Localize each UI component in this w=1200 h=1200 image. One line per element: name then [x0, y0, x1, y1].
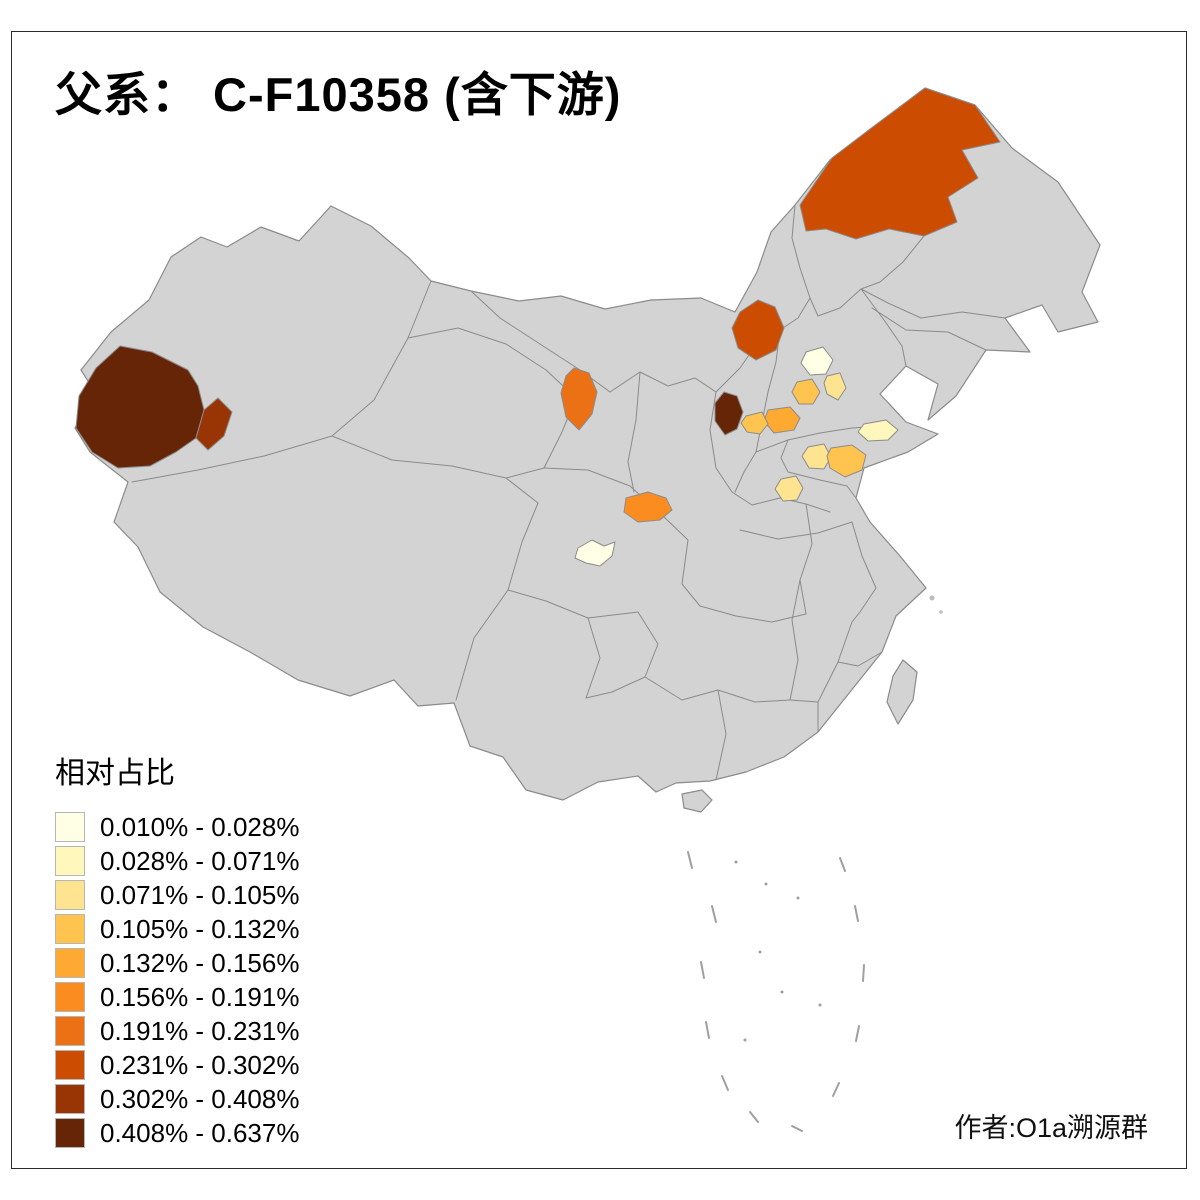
legend-swatch — [55, 880, 85, 910]
legend-item: 0.071% - 0.105% — [55, 878, 299, 912]
region-west-shandong — [801, 443, 832, 470]
hainan-island — [681, 789, 713, 813]
map-layers — [74, 87, 1101, 1132]
legend-item: 0.156% - 0.191% — [55, 980, 299, 1014]
region-ningxia — [560, 367, 598, 431]
region-central-inner-mongolia — [731, 299, 785, 361]
region-southwest-hebei — [740, 411, 769, 435]
legend-swatch — [55, 1118, 85, 1148]
legend-label: 0.028% - 0.071% — [100, 846, 300, 876]
region-north-henan — [774, 475, 804, 502]
legend-item: 0.028% - 0.071% — [55, 844, 299, 878]
legend-title: 相对占比 — [55, 757, 175, 790]
legend-label: 0.302% - 0.408% — [100, 1084, 300, 1114]
legend-item: 0.105% - 0.132% — [55, 912, 299, 946]
legend-swatch — [55, 982, 85, 1012]
taiwan-island — [886, 659, 918, 725]
legend-item: 0.132% - 0.156% — [55, 946, 299, 980]
legend-swatch — [55, 1016, 85, 1046]
region-south-shaanxi — [623, 491, 673, 523]
legend-swatch — [55, 812, 85, 842]
legend-label: 0.010% - 0.028% — [100, 812, 300, 842]
legend-label: 0.191% - 0.231% — [100, 1016, 300, 1046]
legend-swatch — [55, 1084, 85, 1114]
legend-label: 0.071% - 0.105% — [100, 880, 300, 910]
legend-swatch — [55, 1050, 85, 1080]
region-southwest-xinjiang-east — [195, 397, 233, 451]
author-credit: 作者:O1a溯源群 — [954, 1113, 1148, 1143]
legend-label: 0.156% - 0.191% — [100, 982, 300, 1012]
region-central-shanxi — [714, 391, 744, 436]
legend-item: 0.010% - 0.028% — [55, 810, 299, 844]
legend-swatch — [55, 846, 85, 876]
south-china-sea-dashes — [687, 851, 865, 1132]
coastal-islet — [929, 595, 935, 601]
legend-label: 0.105% - 0.132% — [100, 914, 300, 944]
coastal-islet — [939, 610, 943, 614]
region-central-shandong — [826, 444, 867, 478]
legend-label: 0.231% - 0.302% — [100, 1050, 300, 1080]
legend: 相对占比 0.010% - 0.028% 0.028% - 0.071% 0.0… — [55, 748, 299, 1150]
region-tianjin — [823, 372, 847, 401]
legend-swatch — [55, 914, 85, 944]
highlighted-regions — [75, 87, 1001, 567]
region-central-hebei — [791, 378, 821, 405]
legend-item: 0.231% - 0.302% — [55, 1048, 299, 1082]
legend-label: 0.132% - 0.156% — [100, 948, 300, 978]
region-beijing — [800, 346, 834, 376]
legend-swatch — [55, 948, 85, 978]
legend-item: 0.408% - 0.637% — [55, 1116, 299, 1150]
legend-item: 0.191% - 0.231% — [55, 1014, 299, 1048]
legend-item: 0.302% - 0.408% — [55, 1082, 299, 1116]
region-shandong-peninsula — [857, 419, 899, 442]
page-title: 父系： C-F10358 (含下游) — [55, 68, 622, 121]
legend-label: 0.408% - 0.637% — [100, 1118, 300, 1148]
region-hulunbuir-northeast — [799, 87, 1001, 240]
region-chengdu-sichuan — [574, 539, 616, 567]
